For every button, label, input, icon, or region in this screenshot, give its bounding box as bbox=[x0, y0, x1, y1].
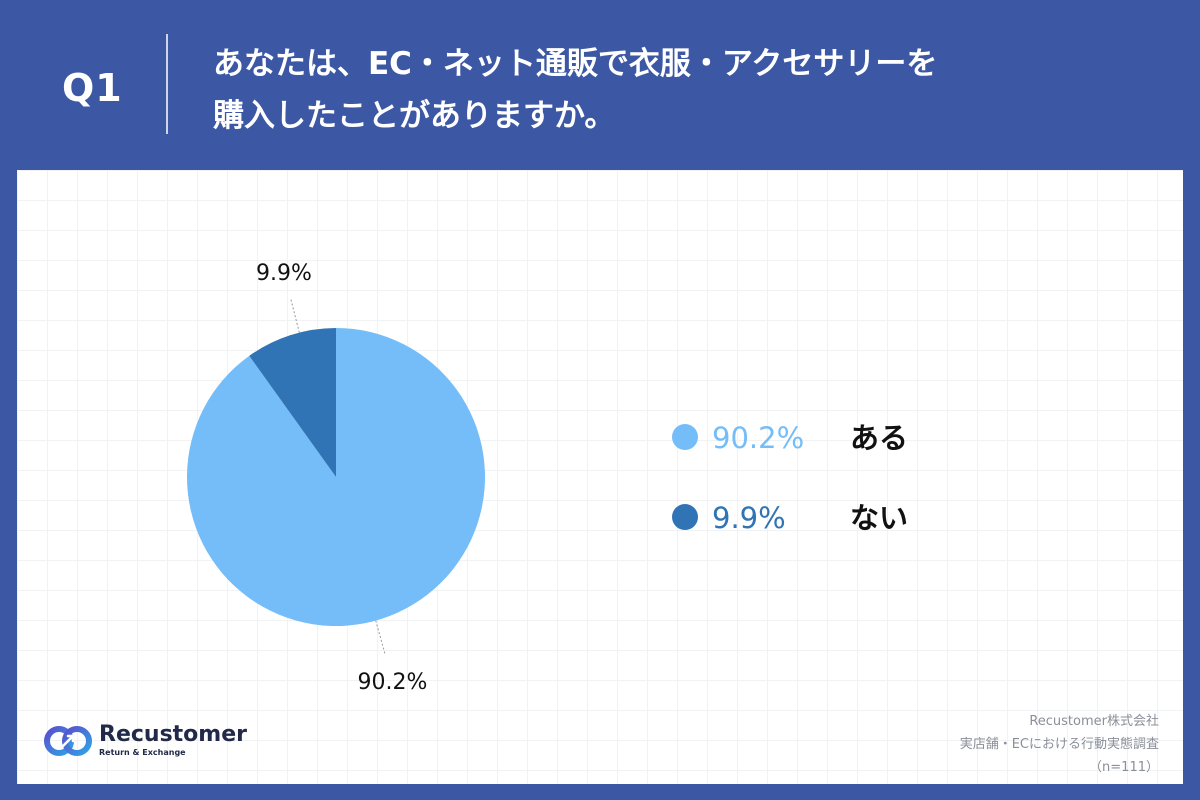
chart-panel: 9.9% 90.2% 90.2% ある 9.9% ない bbox=[17, 170, 1183, 784]
pie-label-aru: 90.2% bbox=[357, 670, 427, 695]
pie-label-nai-leader bbox=[290, 297, 300, 333]
pie-label-nai: 9.9% bbox=[256, 261, 312, 286]
legend-dot-aru bbox=[672, 424, 698, 450]
legend-label-aru: ある bbox=[850, 421, 909, 455]
legend-percent-nai: 9.9% bbox=[712, 501, 786, 535]
pie-slice-nai bbox=[249, 328, 336, 477]
question-header: Q1 あなたは、EC・ネット通販で衣服・アクセサリーを 購入したことがありますか… bbox=[0, 0, 1200, 170]
pie-label-aru-leader bbox=[375, 620, 386, 656]
legend-percent-aru: 90.2% bbox=[712, 421, 805, 455]
source-company: Recustomer株式会社 bbox=[1029, 714, 1159, 729]
source-sample-size: （n=111） bbox=[1089, 760, 1159, 775]
source-survey: 実店舗・ECにおける行動実態調査 bbox=[959, 737, 1159, 752]
legend-label-nai: ない bbox=[850, 501, 909, 535]
source-note: Recustomer株式会社 実店舗・ECにおける行動実態調査 （n=111） bbox=[960, 710, 1159, 779]
question-line-1: あなたは、EC・ネット通販で衣服・アクセサリーを bbox=[213, 46, 938, 82]
question-number: Q1 bbox=[62, 66, 123, 110]
logo-mark-icon bbox=[44, 726, 92, 756]
legend-dot-nai bbox=[672, 504, 698, 530]
pie-chart: 9.9% 90.2% bbox=[187, 261, 486, 695]
question-text: あなたは、EC・ネット通販で衣服・アクセサリーを 購入したことがありますか。 bbox=[213, 38, 1173, 142]
header-divider bbox=[166, 34, 168, 134]
question-line-2: 購入したことがありますか。 bbox=[213, 98, 616, 134]
pie-slice-aru bbox=[187, 328, 486, 626]
logo-name: Recustomer bbox=[99, 722, 247, 747]
logo-tagline: Return & Exchange bbox=[99, 748, 186, 757]
